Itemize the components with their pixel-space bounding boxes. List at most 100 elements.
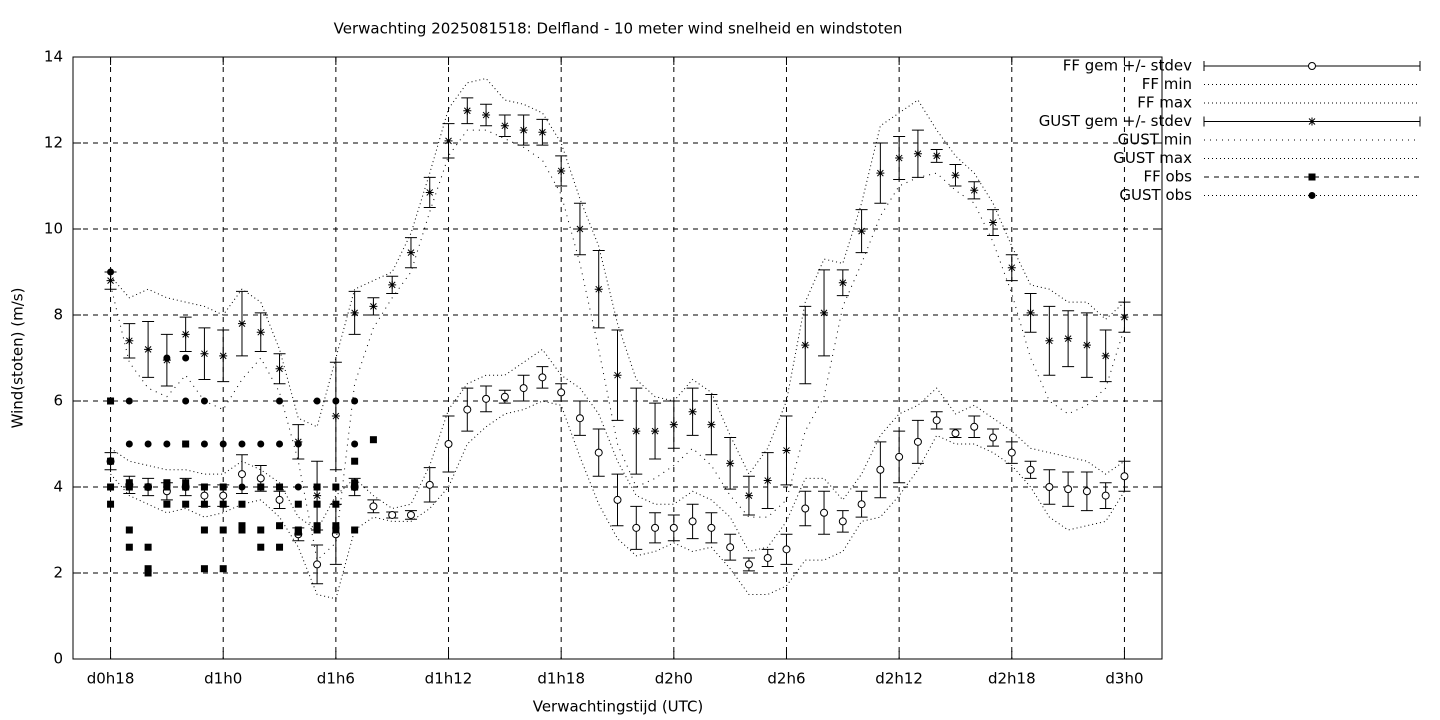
data-point — [951, 429, 960, 438]
obs-point — [125, 440, 133, 448]
obs-point — [163, 354, 171, 362]
legend-label: GUST gem +/- stdev — [1039, 112, 1192, 130]
legend-marker — [1308, 62, 1316, 70]
data-point — [557, 166, 566, 175]
data-point — [820, 508, 829, 517]
data-point — [519, 126, 528, 135]
obs-point — [107, 457, 115, 465]
data-point — [726, 459, 735, 468]
data-point — [1026, 308, 1035, 317]
legend-label: FF min — [1142, 75, 1192, 93]
data-point — [388, 280, 397, 289]
data-point — [594, 285, 603, 294]
data-point — [613, 495, 622, 504]
obs-point — [163, 483, 171, 491]
data-point — [1082, 341, 1091, 350]
data-point — [913, 437, 922, 446]
obs-point — [182, 397, 190, 405]
data-point — [763, 553, 772, 562]
data-point — [200, 491, 209, 500]
data-point — [763, 476, 772, 485]
data-point — [857, 227, 866, 236]
y-tick-label: 2 — [53, 564, 63, 582]
data-point — [970, 422, 979, 431]
obs-point — [351, 483, 359, 491]
data-point — [519, 384, 528, 393]
obs-point — [163, 440, 171, 448]
data-point — [782, 545, 791, 554]
obs-point — [107, 397, 115, 405]
legend-label: FF obs — [1143, 168, 1192, 186]
y-tick-label: 12 — [44, 134, 63, 152]
obs-point — [200, 440, 208, 448]
data-point — [1064, 334, 1073, 343]
data-point — [1045, 336, 1054, 345]
obs-point — [351, 457, 359, 465]
data-point — [369, 302, 378, 311]
data-point — [538, 128, 547, 137]
obs-point — [294, 500, 302, 508]
obs-point — [200, 565, 208, 573]
x-tick-label: d3h0 — [1105, 670, 1143, 688]
obs-point — [182, 440, 190, 448]
data-point — [219, 351, 228, 360]
data-point — [500, 392, 509, 401]
obs-point — [332, 500, 340, 508]
data-point — [1082, 487, 1091, 496]
data-point — [313, 560, 322, 569]
obs-point — [219, 500, 227, 508]
data-point — [406, 510, 415, 519]
obs-point — [238, 500, 246, 508]
data-point — [951, 171, 960, 180]
obs-point — [276, 522, 284, 530]
data-point — [895, 154, 904, 163]
y-tick-label: 8 — [53, 306, 63, 324]
obs-point — [313, 397, 321, 405]
data-point — [688, 517, 697, 526]
data-point — [613, 371, 622, 380]
y-tick-label: 6 — [53, 392, 63, 410]
obs-point — [107, 268, 115, 276]
obs-point — [182, 500, 190, 508]
data-point — [237, 319, 246, 328]
data-point — [707, 420, 716, 429]
obs-point — [163, 479, 171, 487]
plot-frame — [72, 56, 1163, 660]
obs-point — [276, 483, 284, 491]
obs-point — [219, 440, 227, 448]
legend-marker — [1308, 173, 1316, 181]
data-point — [500, 121, 509, 130]
data-point — [482, 111, 491, 120]
data-point — [782, 446, 791, 455]
obs-point — [294, 528, 302, 536]
data-point — [575, 414, 584, 423]
data-point — [1120, 472, 1129, 481]
data-point — [425, 188, 434, 197]
obs-point — [219, 483, 227, 491]
data-point — [406, 248, 415, 257]
data-point — [801, 341, 810, 350]
data-point — [989, 433, 998, 442]
obs-point — [182, 354, 190, 362]
x-tick-label: d2h6 — [767, 670, 805, 688]
obs-point — [351, 479, 359, 487]
legend-label: GUST min — [1118, 131, 1192, 149]
data-point — [857, 500, 866, 509]
data-point — [744, 491, 753, 500]
obs-point — [144, 440, 152, 448]
obs-point — [332, 483, 340, 491]
obs-point — [163, 500, 171, 508]
data-point — [895, 452, 904, 461]
data-point — [838, 278, 847, 287]
data-point — [1101, 491, 1110, 500]
data-point — [1007, 448, 1016, 457]
obs-point — [276, 397, 284, 405]
obs-point — [144, 483, 152, 491]
obs-point — [369, 436, 377, 444]
obs-point — [238, 522, 246, 530]
data-point — [707, 523, 716, 532]
obs-point — [144, 569, 152, 577]
line — [110, 129, 1125, 562]
